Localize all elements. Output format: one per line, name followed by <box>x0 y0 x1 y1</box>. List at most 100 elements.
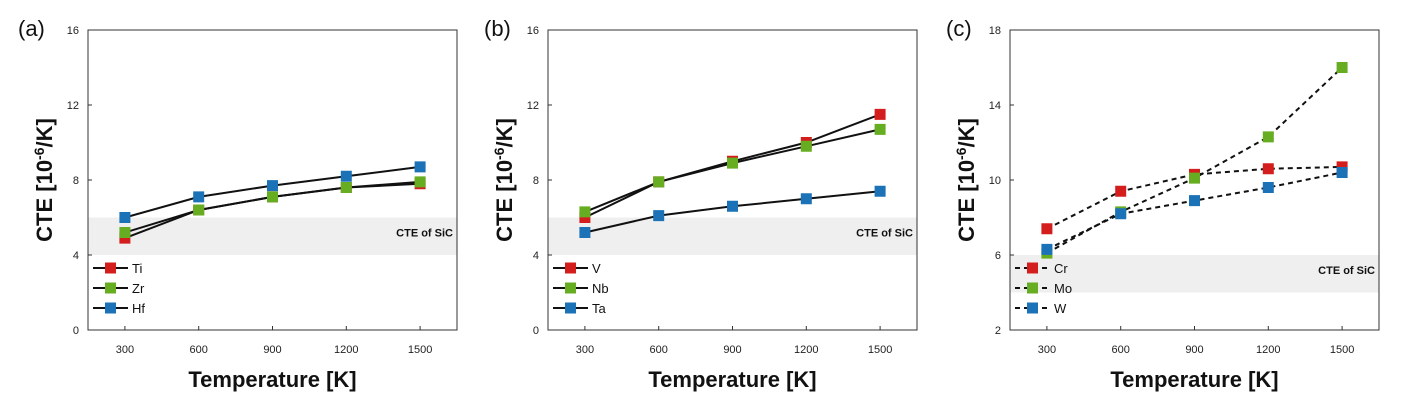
y-axis-label-exponent: -6 <box>491 147 507 160</box>
data-point-cr <box>1115 185 1127 197</box>
sic-band <box>1010 255 1379 293</box>
x-tick-label: 900 <box>263 344 281 356</box>
panel-label: (a) <box>18 16 45 41</box>
y-axis-label-main: CTE [10 <box>492 160 517 242</box>
series-line-cr <box>1046 165 1343 230</box>
band-label: CTE of SiC <box>396 228 453 240</box>
x-tick-label: 300 <box>116 344 134 356</box>
data-point-cr <box>1336 161 1348 173</box>
legend-label-v: V <box>592 261 601 276</box>
panel-label: (b) <box>484 16 511 41</box>
y-tick-label: 10 <box>989 175 1001 187</box>
y-tick-label: 16 <box>527 25 539 37</box>
data-point-mo <box>1189 172 1200 184</box>
legend-label-nb: Nb <box>592 281 609 296</box>
y-tick-label: 12 <box>527 100 539 112</box>
legend-label-ta: Ta <box>592 301 607 316</box>
data-point-ta <box>727 200 738 212</box>
y-tick-label: 6 <box>995 250 1001 262</box>
legend-marker <box>565 302 576 314</box>
y-tick-label: 4 <box>73 250 79 262</box>
chart-panel-1: CTE of SiC 0 4 8 12 16 300 600 900 1200 1500 Ti Zr Hf… <box>18 16 458 392</box>
chart-panel-2: CTE of SiC 0 4 8 12 16 300 600 900 1200 1500 V Nb Ta (… <box>484 16 918 392</box>
data-point-zr <box>340 182 352 193</box>
sic-band <box>548 217 917 255</box>
legend-marker <box>1027 302 1038 314</box>
data-point-v <box>579 212 591 223</box>
y-tick-label: 0 <box>533 325 539 337</box>
data-point-w <box>1262 182 1274 193</box>
series-line-nb <box>584 128 881 213</box>
data-point-zr <box>414 176 426 188</box>
data-point-hf <box>267 180 278 192</box>
panel-label: (c) <box>946 16 972 41</box>
x-tick-label: 300 <box>1038 344 1056 356</box>
data-point-nb <box>800 140 812 152</box>
x-tick-label: 1500 <box>868 344 892 356</box>
y-tick-label: 14 <box>989 100 1001 112</box>
band-label: CTE of SiC <box>856 228 913 240</box>
legend-label-cr: Cr <box>1054 261 1068 276</box>
data-point-cr <box>1262 163 1274 175</box>
series-line-w <box>1046 171 1343 251</box>
sic-band <box>88 217 457 255</box>
data-point-zr <box>193 204 205 216</box>
data-point-nb <box>874 123 886 135</box>
band-label: CTE of SiC <box>1318 265 1375 277</box>
y-tick-label: 2 <box>995 325 1001 337</box>
legend-marker <box>565 262 576 274</box>
y-axis-label-unit: /K] <box>954 118 979 147</box>
data-point-nb <box>653 176 665 188</box>
y-tick-label: 4 <box>533 250 539 262</box>
data-point-mo <box>1262 131 1274 143</box>
data-point-nb <box>579 206 591 218</box>
x-axis-label: Temperature [K] <box>188 367 356 392</box>
legend-marker <box>1027 282 1038 294</box>
data-point-ta <box>653 210 665 222</box>
y-axis-label: CTE [10-6/K] <box>953 118 979 242</box>
data-point-nb <box>727 157 738 169</box>
legend-label-hf: Hf <box>132 301 145 316</box>
data-point-w <box>1041 243 1053 255</box>
y-tick-label: 8 <box>73 175 79 187</box>
data-point-zr <box>119 227 131 238</box>
legend-label-mo: Mo <box>1054 281 1072 296</box>
x-tick-label: 1500 <box>1330 344 1354 356</box>
data-point-v <box>874 108 886 120</box>
x-tick-label: 1200 <box>334 344 358 356</box>
data-point-ti <box>119 232 131 244</box>
data-point-ta <box>800 193 812 205</box>
chart-panel-3: CTE of SiC 2 6 10 14 18 300 600 900 1200 1500 Cr Mo W… <box>946 16 1380 392</box>
y-axis-label: CTE [10-6/K] <box>491 118 517 242</box>
data-point-zr <box>267 191 278 203</box>
x-axis-label: Temperature [K] <box>1110 367 1278 392</box>
y-axis-label-unit: /K] <box>492 118 517 147</box>
x-tick-label: 600 <box>190 344 208 356</box>
x-tick-label: 1500 <box>408 344 432 356</box>
data-point-w <box>1189 195 1200 207</box>
legend-marker <box>105 302 116 314</box>
data-point-w <box>1336 167 1348 178</box>
x-tick-label: 600 <box>650 344 668 356</box>
x-tick-label: 900 <box>723 344 741 356</box>
data-point-mo <box>1336 62 1348 73</box>
x-tick-label: 1200 <box>1256 344 1280 356</box>
data-point-hf <box>340 170 352 182</box>
y-axis-label: CTE [10-6/K] <box>31 118 57 242</box>
y-axis-label-main: CTE [10 <box>32 160 57 242</box>
y-tick-label: 18 <box>989 25 1001 37</box>
legend-label-w: W <box>1054 301 1067 316</box>
x-tick-label: 900 <box>1185 344 1203 356</box>
legend-marker <box>1027 262 1038 274</box>
data-point-hf <box>119 212 131 223</box>
x-tick-label: 600 <box>1112 344 1130 356</box>
data-point-w <box>1115 208 1127 220</box>
data-point-hf <box>193 191 205 203</box>
y-tick-label: 8 <box>533 175 539 187</box>
data-point-hf <box>414 161 426 173</box>
legend-label-ti: Ti <box>132 261 142 276</box>
data-point-cr <box>1041 223 1053 235</box>
legend-marker <box>105 262 116 274</box>
